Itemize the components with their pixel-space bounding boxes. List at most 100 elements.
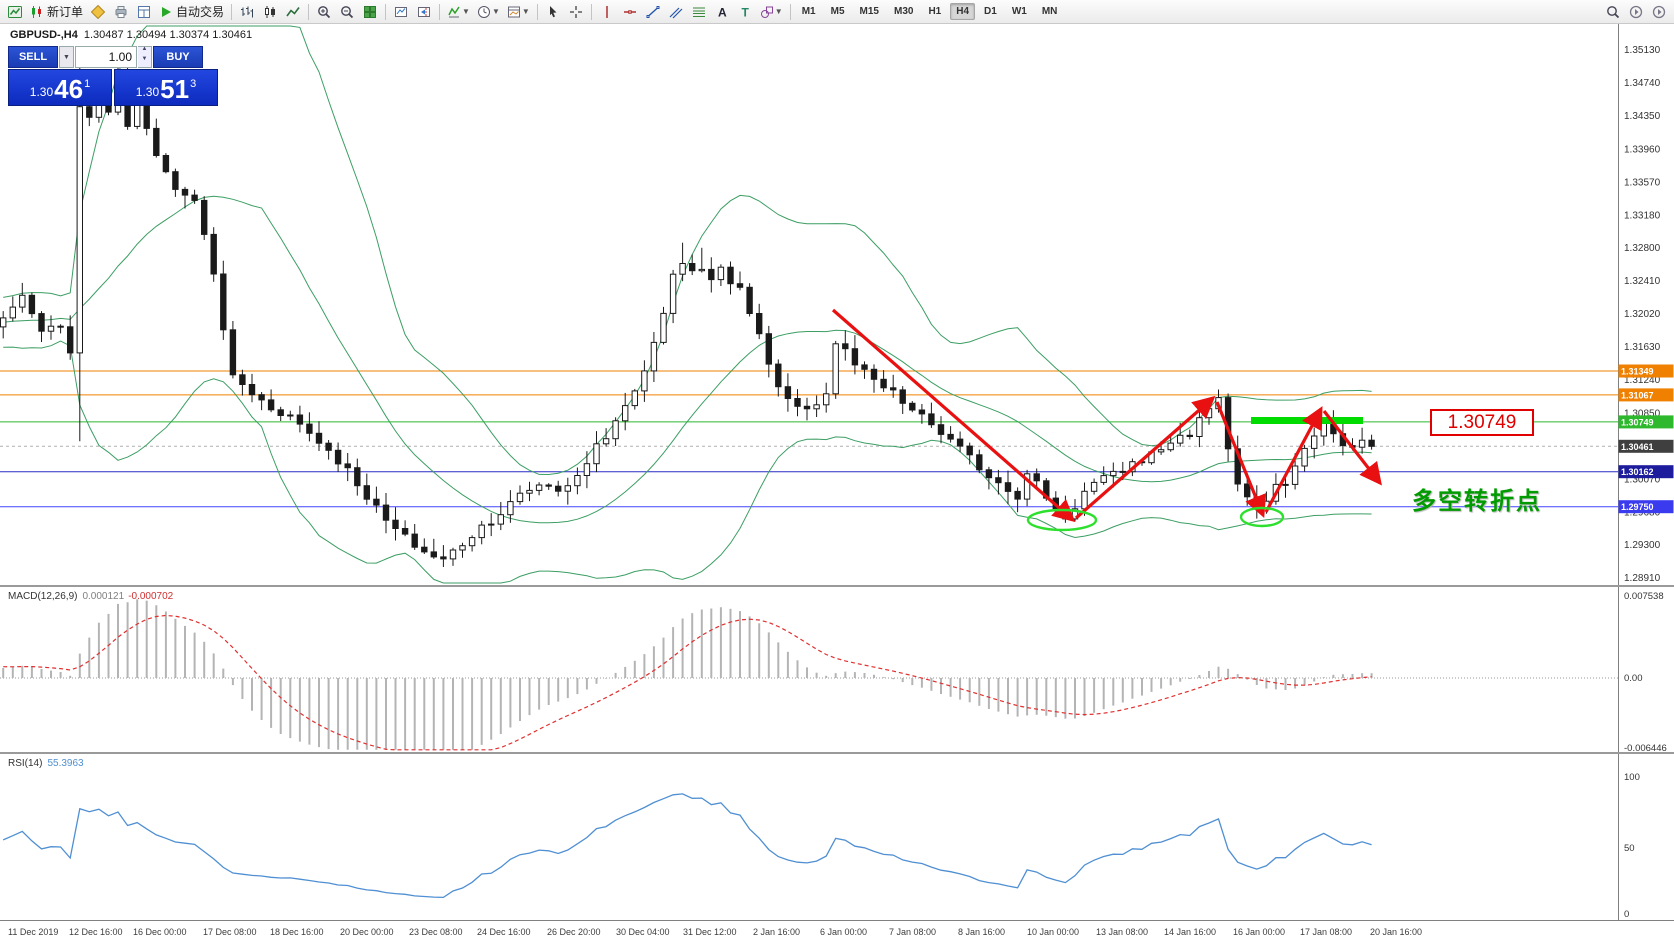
- timeframe-button-w1[interactable]: W1: [1011, 6, 1027, 17]
- toolbar-separator: [590, 3, 592, 20]
- bollinger-bands: [3, 25, 1372, 584]
- search-button[interactable]: [1602, 2, 1624, 22]
- toolbar-button-label: 自动交易: [176, 5, 225, 19]
- svg-text:1.35130: 1.35130: [1624, 45, 1661, 56]
- macd-axis[interactable]: 0.007538 0.00 -0.006446: [1618, 587, 1667, 752]
- toolbar-separator: [231, 3, 233, 20]
- main-chart-panel[interactable]: 1.35130 1.34740 1.34350 1.33960 1.33570 1.331…: [0, 24, 1674, 586]
- data-window-button[interactable]: [133, 2, 155, 22]
- svg-text:1.32800: 1.32800: [1624, 243, 1661, 254]
- toolbar-button-label: 新订单: [47, 5, 84, 19]
- timeframe-button-mn[interactable]: MN: [1041, 6, 1058, 17]
- svg-text:1.34350: 1.34350: [1624, 111, 1661, 122]
- chart-shift-button[interactable]: [413, 2, 435, 22]
- sell-price-button[interactable]: 1.30 46 1: [8, 69, 112, 106]
- candle-chart-mode-button[interactable]: [259, 2, 281, 22]
- line-chart-mode-button[interactable]: [282, 2, 304, 22]
- price-level-label[interactable]: 1.30749: [1430, 409, 1534, 436]
- turning-point-ellipses[interactable]: [1026, 506, 1285, 532]
- timeframe-button-h4[interactable]: H4: [950, 3, 976, 20]
- zoom-in-button[interactable]: [313, 2, 335, 22]
- autotrade-button[interactable]: 自动交易: [156, 2, 227, 22]
- zoom-in-icon: [318, 5, 331, 18]
- turning-point-note[interactable]: 多空转折点: [1412, 488, 1542, 515]
- svg-text:1.30162: 1.30162: [1621, 467, 1654, 477]
- timeframe-button-m5[interactable]: M5: [830, 6, 845, 17]
- svg-text:0.00: 0.00: [1624, 673, 1643, 684]
- shapes-tool-button[interactable]: ▼: [757, 2, 786, 22]
- rsi-value: 55.3963: [47, 758, 84, 769]
- text-tool-button[interactable]: A: [711, 2, 733, 22]
- buy-price-button[interactable]: 1.30 51 3: [114, 69, 218, 106]
- sell-button[interactable]: SELL: [8, 46, 58, 68]
- periods-button[interactable]: ▼: [474, 2, 503, 22]
- lot-stepper-up-icon[interactable]: ▲: [141, 46, 148, 52]
- hline-icon: [623, 9, 636, 14]
- price-axis[interactable]: 1.35130 1.34740 1.34350 1.33960 1.33570 1.331…: [1618, 24, 1674, 586]
- time-axis-label: 20 Dec 00:00: [340, 927, 394, 937]
- svg-text:A: A: [718, 5, 727, 19]
- crosshair-tool-button[interactable]: [565, 2, 587, 22]
- buy-price-prefix: 1.30: [135, 85, 160, 99]
- timeframe-button-m30[interactable]: M30: [893, 6, 914, 17]
- price-chart-canvas[interactable]: 1.35130 1.34740 1.34350 1.33960 1.33570 1.331…: [0, 24, 1674, 586]
- channel-tool-button[interactable]: [665, 2, 687, 22]
- macd-panel[interactable]: 0.007538 0.00 -0.006446 MACD(12,26,9) 0.000…: [0, 587, 1674, 752]
- rsi-canvas[interactable]: 100 50 0: [0, 754, 1674, 920]
- cursor-tool-button[interactable]: [542, 2, 564, 22]
- print-icon: [115, 5, 127, 18]
- autoscroll-button[interactable]: [390, 2, 412, 22]
- time-axis-label: 7 Jan 08:00: [889, 927, 937, 937]
- sell-price-big: 46: [54, 74, 84, 104]
- rsi-label-row: RSI(14) 55.3963: [8, 758, 84, 769]
- svg-text:1.30850: 1.30850: [1624, 408, 1661, 419]
- trendline-tool-button[interactable]: [642, 2, 664, 22]
- macd-signal-line: [3, 614, 1372, 751]
- timeframe-button-m1[interactable]: M1: [801, 6, 816, 17]
- lot-size-input[interactable]: 1.00: [75, 46, 137, 68]
- svg-text:1.33960: 1.33960: [1624, 144, 1661, 155]
- channel-icon: [669, 7, 683, 18]
- rsi-panel[interactable]: 100 50 0 RSI(14) 55.3963: [0, 754, 1674, 920]
- time-axis-label: 11 Dec 2019: [8, 927, 59, 937]
- panel-divider[interactable]: [0, 585, 1674, 587]
- trend-arrows[interactable]: [831, 308, 1382, 523]
- support-highlight-bar[interactable]: [1251, 417, 1363, 424]
- zoom-out-button[interactable]: [336, 2, 358, 22]
- label-tool-button[interactable]: T: [734, 2, 756, 22]
- rsi-name: RSI(14): [8, 758, 43, 769]
- order-type-dropdown[interactable]: ▼: [59, 46, 74, 68]
- buy-price-pip: 3: [190, 78, 197, 90]
- tile-windows-button[interactable]: [359, 2, 381, 22]
- panel-divider[interactable]: [0, 752, 1674, 754]
- new-order-button[interactable]: 新订单: [27, 2, 86, 22]
- time-axis[interactable]: 11 Dec 2019 12 Dec 16:00 16 Dec 00:00 17 De…: [0, 920, 1674, 944]
- quick-nav-button-1[interactable]: [1625, 2, 1647, 22]
- hline-tool-button[interactable]: [619, 2, 641, 22]
- rsi-axis[interactable]: 100 50 0: [1618, 754, 1640, 920]
- svg-text:1.31240: 1.31240: [1624, 375, 1661, 386]
- time-axis-label: 30 Dec 04:00: [616, 927, 670, 937]
- vline-icon: [606, 5, 608, 18]
- svg-text:1.29300: 1.29300: [1624, 540, 1661, 551]
- bar-chart-mode-button[interactable]: [236, 2, 258, 22]
- fibonacci-tool-button[interactable]: [688, 2, 710, 22]
- templates-button[interactable]: ▼: [504, 2, 533, 22]
- timeframe-button-h1[interactable]: H1: [928, 6, 942, 17]
- svg-text:1.30749: 1.30749: [1621, 417, 1654, 427]
- lot-stepper-down-icon[interactable]: ▼: [141, 56, 148, 62]
- chart-wizard-button[interactable]: [87, 2, 109, 22]
- print-button[interactable]: [110, 2, 132, 22]
- time-axis-label: 26 Dec 20:00: [547, 927, 601, 937]
- quick-nav-button-2[interactable]: [1648, 2, 1670, 22]
- vline-tool-button[interactable]: [596, 2, 618, 22]
- svg-text:1.31067: 1.31067: [1621, 390, 1654, 400]
- shapes-icon: [760, 6, 773, 18]
- timeframe-button-m15[interactable]: M15: [859, 6, 879, 17]
- svg-text:1.33570: 1.33570: [1624, 177, 1661, 188]
- cursor-icon: [549, 5, 557, 17]
- timeframe-button-d1[interactable]: D1: [984, 6, 997, 17]
- buy-button[interactable]: BUY: [153, 46, 203, 68]
- macd-canvas[interactable]: 0.007538 0.00 -0.006446: [0, 587, 1674, 752]
- indicators-button[interactable]: ▼: [444, 2, 473, 22]
